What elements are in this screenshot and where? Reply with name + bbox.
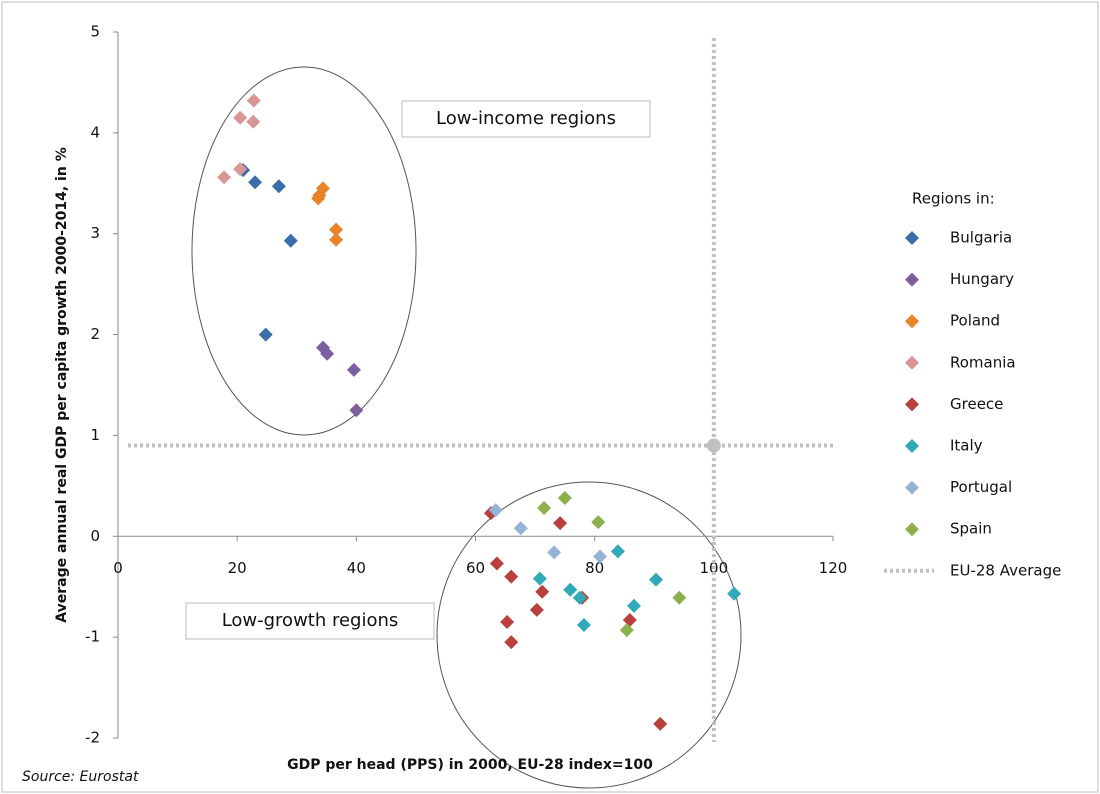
annotation-ellipse: [191, 66, 417, 436]
x-tick-label: 0: [113, 559, 123, 577]
x-tick-label: 80: [585, 559, 604, 577]
scatter-point: [246, 93, 261, 108]
legend-label: Spain: [950, 520, 992, 538]
source: Source: Eurostat: [22, 769, 139, 785]
x-axis-title: GDP per head (PPS) in 2000, EU-28 index=…: [287, 757, 653, 773]
scatter-point: [553, 516, 568, 531]
legend-label: Italy: [950, 437, 983, 455]
annotation: Low-growth regions: [222, 610, 399, 631]
scatter-point: [513, 521, 528, 536]
legend-marker: [905, 439, 919, 453]
legend-label: Bulgaria: [950, 229, 1012, 247]
scatter-point: [349, 403, 364, 418]
legend-marker: [905, 231, 919, 245]
legend-marker: [905, 480, 919, 495]
y-tick-label: 5: [90, 23, 100, 41]
scatter-point: [557, 490, 572, 505]
scatter-point: [529, 602, 544, 617]
x-tick-label: 60: [466, 559, 485, 577]
legend-marker: [905, 522, 919, 537]
legend-marker: [905, 314, 919, 329]
legend-label: Greece: [950, 395, 1003, 413]
y-tick-label: -1: [85, 628, 100, 646]
scatter-point: [572, 590, 587, 605]
scatter-point: [649, 572, 664, 587]
scatter-point: [591, 515, 606, 530]
legend-marker: [905, 272, 919, 287]
y-tick-label: 1: [90, 426, 100, 444]
annotation-box: [185, 602, 435, 640]
scatter-point: [329, 222, 344, 237]
y-tick-label: 2: [90, 325, 100, 343]
scatter-point: [727, 586, 742, 601]
scatter-point: [271, 179, 286, 194]
annotation-box: [401, 100, 651, 138]
scatter-point: [283, 233, 298, 248]
annotation-ellipse: [436, 481, 742, 789]
scatter-point: [537, 501, 552, 516]
y-tick-label: 4: [90, 123, 100, 141]
scatter-point: [346, 362, 361, 377]
reference-point: [706, 438, 721, 453]
scatter-point: [576, 618, 591, 633]
legend-label: Portugal: [950, 478, 1012, 496]
legend-label: EU-28 Average: [950, 561, 1061, 579]
y-tick-label: -2: [85, 729, 100, 747]
scatter-point: [653, 716, 668, 731]
scatter-point: [248, 175, 263, 190]
scatter-point: [622, 612, 637, 627]
legend-marker: [905, 397, 919, 412]
scatter-point: [547, 545, 562, 560]
x-tick-label: 40: [347, 559, 366, 577]
annotation: Low-income regions: [436, 108, 616, 129]
scatter-point: [626, 598, 641, 613]
legend-title: Regions in:: [912, 190, 995, 208]
scatter-point: [329, 232, 344, 247]
scatter-point: [672, 590, 687, 605]
scatter-point: [488, 503, 503, 518]
legend-label: Romania: [950, 353, 1016, 371]
scatter-point: [532, 571, 547, 586]
scatter-point: [504, 635, 519, 650]
scatter-point: [619, 623, 634, 638]
legend-label: Poland: [950, 312, 1000, 330]
x-tick-label: 20: [228, 559, 247, 577]
scatter-point: [258, 327, 273, 342]
scatter-point: [489, 556, 504, 571]
y-tick-label: 0: [90, 527, 100, 545]
scatter-point: [320, 346, 335, 361]
y-tick-label: 3: [90, 224, 100, 242]
scatter-point: [535, 584, 550, 599]
scatter-point: [217, 170, 232, 185]
y-axis-title: Average annual real GDP per capita growt…: [54, 147, 70, 622]
scatter-point: [563, 582, 578, 597]
scatter-point: [504, 569, 519, 584]
legend-marker: [905, 355, 919, 370]
scatter-point: [233, 110, 248, 125]
scatter-point: [311, 191, 326, 206]
scatter-point: [593, 549, 608, 564]
scatter-point: [246, 114, 261, 129]
scatter-point: [610, 544, 625, 559]
scatter-point: [500, 615, 515, 630]
legend-label: Hungary: [950, 270, 1014, 288]
x-tick-label: 120: [819, 559, 848, 577]
scatter-point: [233, 162, 248, 177]
